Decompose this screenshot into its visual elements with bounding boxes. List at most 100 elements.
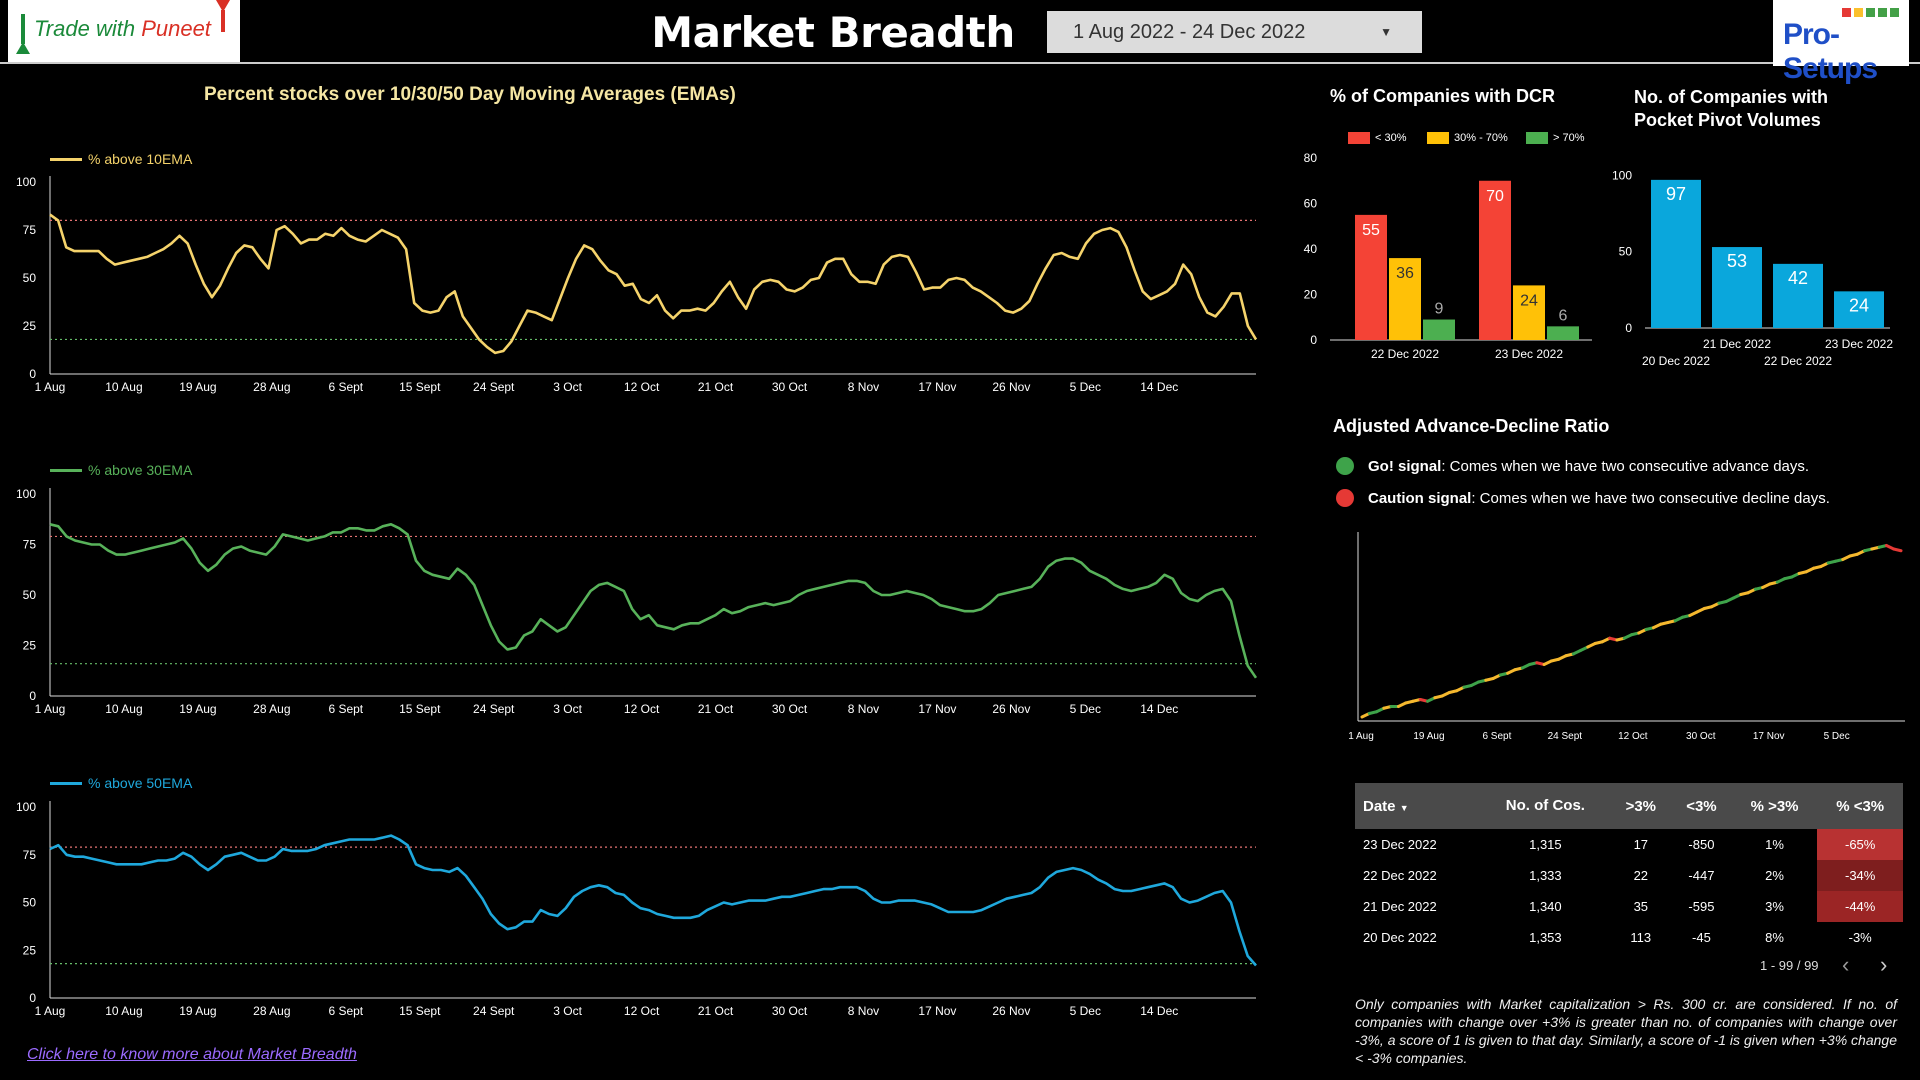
adr-x-label: 12 Oct <box>1618 731 1648 742</box>
pivot-x-label: 22 Dec 2022 <box>1764 354 1832 368</box>
cell-gt3: 35 <box>1633 899 1649 914</box>
x-tick-label: 26 Nov <box>992 380 1030 394</box>
adr-x-label: 19 Aug <box>1413 731 1444 742</box>
dcr-bar-label: 70 <box>1486 188 1504 205</box>
x-tick-label: 12 Oct <box>624 380 660 394</box>
x-tick-label: 17 Nov <box>918 702 956 716</box>
cell-pgt3: 1% <box>1765 837 1784 852</box>
dcr-bar <box>1355 214 1387 340</box>
pivot-bar <box>1712 247 1762 328</box>
legend-10ema: % above 10EMA <box>50 151 192 167</box>
pivot-y-tick: 100 <box>1612 168 1632 182</box>
date-range-picker[interactable]: 1 Aug 2022 - 24 Dec 2022 ▼ <box>1047 11 1422 53</box>
y-tick-label: 25 <box>23 943 37 957</box>
dcr-bar-label: 6 <box>1559 307 1568 324</box>
y-tick-label: 75 <box>23 848 37 862</box>
x-tick-label: 12 Oct <box>624 1004 660 1018</box>
x-tick-label: 28 Aug <box>253 1004 290 1018</box>
y-tick-label: 50 <box>23 588 37 602</box>
x-tick-label: 30 Oct <box>772 1004 808 1018</box>
ema-charts: 0 25 50 75 100 1 Aug 10 Aug 19 Aug 28 Aug 6 Sept 1… <box>16 175 1258 1018</box>
ema-section-title: Percent stocks over 10/30/50 Day Moving … <box>204 84 736 105</box>
table-row[interactable]: 22 Dec 2022 1,333 22 -447 2% -34% <box>1355 860 1903 891</box>
dcr-y-tick: 20 <box>1304 288 1318 302</box>
col-cos[interactable]: No. of Cos. <box>1480 783 1611 829</box>
prev-page-icon[interactable]: ‹ <box>1842 952 1850 977</box>
x-tick-label: 21 Oct <box>698 702 734 716</box>
dcr-y-tick: 40 <box>1304 242 1318 256</box>
dcr-title: % of Companies with DCR <box>1330 86 1556 106</box>
x-tick-label: 28 Aug <box>253 380 290 394</box>
x-tick-label: 28 Aug <box>253 702 290 716</box>
dcr-bar <box>1423 319 1455 340</box>
cell-cos: 1,333 <box>1529 868 1562 883</box>
x-tick-label: 21 Oct <box>698 380 734 394</box>
pivot-y-tick: 0 <box>1625 321 1632 335</box>
legend-50ema: % above 50EMA <box>50 775 192 791</box>
date-range-value: 1 Aug 2022 - 24 Dec 2022 <box>1073 21 1306 43</box>
col-lt3[interactable]: <3% <box>1671 783 1732 829</box>
dcr-bar-label: 55 <box>1362 222 1380 239</box>
x-tick-label: 10 Aug <box>105 1004 142 1018</box>
col-gt3[interactable]: >3% <box>1610 783 1672 829</box>
dcr-y-tick: 80 <box>1304 151 1318 165</box>
table-row[interactable]: 20 Dec 2022 1,353 113 -45 8% -3% <box>1355 922 1903 953</box>
cell-cos: 1,315 <box>1529 837 1562 852</box>
next-page-icon[interactable]: › <box>1880 952 1888 977</box>
x-tick-label: 6 Sept <box>328 380 363 394</box>
pivot-x-label: 23 Dec 2022 <box>1825 337 1893 351</box>
y-tick-label: 50 <box>23 896 37 910</box>
dcr-legend-high: > 70% <box>1526 132 1585 144</box>
logo-bars-icon <box>1842 8 1899 17</box>
caution-signal-legend: Caution signal: Comes when we have two c… <box>1336 489 1830 507</box>
x-tick-label: 6 Sept <box>328 1004 363 1018</box>
x-tick-label: 8 Nov <box>848 702 879 716</box>
x-tick-label: 24 Sept <box>473 1004 515 1018</box>
col-plt3[interactable]: % <3% <box>1817 783 1903 829</box>
adr-x-label: 5 Dec <box>1824 731 1850 742</box>
table-row[interactable]: 21 Dec 2022 1,340 35 -595 3% -44% <box>1355 891 1903 922</box>
dcr-y-tick: 60 <box>1304 197 1318 211</box>
pivot-bar <box>1834 291 1884 328</box>
y-tick-label: 100 <box>16 487 36 501</box>
logo-text: Pro-Setups <box>1783 18 1878 85</box>
red-dot-icon <box>1336 489 1354 507</box>
series-line-3 <box>49 834 1257 967</box>
dcr-bar <box>1547 326 1579 340</box>
adr-segment <box>1892 547 1903 553</box>
y-tick-label: 25 <box>23 639 37 653</box>
cell-gt3: 113 <box>1630 930 1652 945</box>
y-tick-label: 100 <box>16 175 36 189</box>
page-title: Market Breadth <box>651 8 1015 57</box>
adr-x-label: 30 Oct <box>1686 731 1716 742</box>
y-tick-label: 75 <box>23 223 37 237</box>
dcr-x-label: 23 Dec 2022 <box>1495 347 1563 361</box>
adr-x-label: 1 Aug <box>1348 731 1374 742</box>
cell-cos: 1,340 <box>1529 899 1562 914</box>
candle-icon <box>16 14 30 54</box>
x-tick-label: 1 Aug <box>35 702 66 716</box>
chevron-down-icon: ▼ <box>1380 25 1392 39</box>
col-pgt3[interactable]: % >3% <box>1731 783 1818 829</box>
x-tick-label: 26 Nov <box>992 1004 1030 1018</box>
header-divider <box>0 62 1920 64</box>
y-tick-label: 25 <box>23 319 37 333</box>
cell-pgt3: 2% <box>1765 868 1784 883</box>
market-breadth-link[interactable]: Click here to know more about Market Bre… <box>27 1046 357 1063</box>
cell-lt3: -447 <box>1688 868 1715 883</box>
cell-gt3: 17 <box>1633 837 1649 852</box>
col-date[interactable]: Date ▼ <box>1355 783 1481 829</box>
x-tick-label: 1 Aug <box>35 380 66 394</box>
cell-date: 22 Dec 2022 <box>1363 868 1437 883</box>
pro-setups-logo: Pro-Setups <box>1773 0 1909 85</box>
pivot-bar-label: 97 <box>1666 184 1686 204</box>
footnote: Only companies with Market capitalizatio… <box>1355 996 1897 1066</box>
series-line-2 <box>49 523 1258 679</box>
cell-lt3: -45 <box>1692 930 1711 945</box>
dcr-bar-label: 24 <box>1520 292 1538 309</box>
dcr-x-label: 22 Dec 2022 <box>1371 347 1439 361</box>
dcr-bar <box>1513 285 1545 340</box>
sort-desc-icon: ▼ <box>1399 802 1409 813</box>
y-tick-label: 75 <box>23 538 37 552</box>
table-row[interactable]: 23 Dec 2022 1,315 17 -850 1% -65% <box>1355 829 1903 860</box>
